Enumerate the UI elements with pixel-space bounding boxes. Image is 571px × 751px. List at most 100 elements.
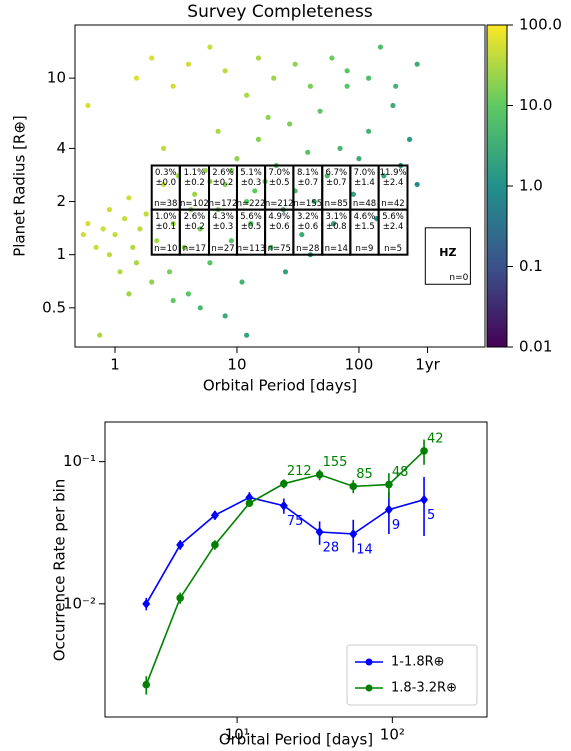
plot-frame bbox=[74, 24, 486, 348]
cell-rate: 1.1% bbox=[184, 168, 206, 178]
data-point bbox=[85, 221, 91, 227]
data-point bbox=[315, 470, 324, 479]
data-point bbox=[381, 173, 387, 179]
data-point bbox=[244, 198, 250, 205]
data-point bbox=[252, 188, 258, 194]
y-tick-label: 4 bbox=[56, 139, 66, 157]
data-point bbox=[228, 167, 234, 174]
x-tick-label: 10² bbox=[380, 726, 405, 744]
cell-count: n=5 bbox=[384, 244, 402, 254]
y-tick-label: 10⁻¹ bbox=[63, 452, 96, 470]
data-point bbox=[93, 244, 99, 250]
x-axis-label: Orbital Period [days] bbox=[203, 377, 357, 395]
cell-error: ±0.7 bbox=[297, 178, 318, 188]
data-point bbox=[192, 191, 198, 197]
data-point bbox=[344, 68, 350, 74]
cell-count: n=212 bbox=[265, 199, 294, 209]
cell-count: n=17 bbox=[183, 244, 206, 254]
data-point bbox=[349, 528, 358, 539]
cell-error: ±0.5 bbox=[269, 178, 290, 188]
cell-error: ±2.4 bbox=[383, 178, 404, 188]
data-point bbox=[337, 145, 343, 151]
plot-frame bbox=[104, 421, 488, 718]
cell-count: n=222 bbox=[237, 199, 266, 209]
cell-rate: 7.0% bbox=[354, 168, 376, 178]
count-label: 28 bbox=[323, 541, 340, 556]
cell-error: ±0.2 bbox=[184, 222, 205, 232]
data-point bbox=[390, 102, 396, 109]
colorbar bbox=[486, 24, 508, 348]
data-point bbox=[133, 260, 140, 266]
legend-marker bbox=[365, 658, 373, 666]
cell-error: ±0.3 bbox=[213, 222, 234, 232]
data-point bbox=[130, 244, 136, 250]
data-point bbox=[299, 231, 305, 238]
data-point bbox=[222, 181, 228, 188]
data-point bbox=[406, 136, 413, 142]
data-point bbox=[344, 83, 350, 89]
y-tick-label: 10 bbox=[47, 69, 66, 87]
data-point bbox=[384, 504, 393, 515]
cell-count: n=75 bbox=[268, 244, 291, 254]
data-point bbox=[268, 244, 274, 250]
data-point bbox=[245, 492, 254, 503]
cell-rate: 4.6% bbox=[354, 212, 376, 222]
y-axis-label: Planet Radius [R⊕] bbox=[11, 115, 29, 257]
x-tick-label: 10 bbox=[227, 356, 246, 374]
colorbar-tick-label: 1.0 bbox=[519, 177, 543, 195]
legend-label: 1-1.8R⊕ bbox=[391, 655, 445, 670]
cell-count: n=85 bbox=[325, 199, 348, 209]
data-point bbox=[133, 75, 140, 81]
cell-count: n=102 bbox=[180, 199, 209, 209]
data-point bbox=[315, 527, 324, 538]
data-point bbox=[202, 167, 208, 174]
data-point bbox=[366, 128, 372, 134]
cell-count: n=9 bbox=[356, 244, 374, 254]
count-label: 85 bbox=[356, 467, 373, 482]
cell-error: ±0.2 bbox=[213, 178, 234, 188]
cell-rate: 1.0% bbox=[155, 212, 177, 222]
data-point bbox=[248, 221, 254, 227]
cell-rate: 4.3% bbox=[212, 212, 234, 222]
data-point bbox=[292, 61, 298, 67]
count-label: 9 bbox=[392, 518, 400, 533]
legend-marker bbox=[365, 684, 373, 692]
data-point bbox=[244, 92, 250, 98]
cell-rate: 8.1% bbox=[297, 168, 319, 178]
x-axis-label: Orbital Period [days] bbox=[219, 731, 373, 749]
colorbar-tick-label: 100.0 bbox=[519, 16, 562, 34]
data-point bbox=[305, 149, 311, 155]
cell-count: n=42 bbox=[381, 199, 404, 209]
cell-error: ±0.1 bbox=[155, 222, 176, 232]
count-label: 48 bbox=[392, 465, 409, 480]
cell-rate: 11.9% bbox=[380, 168, 407, 178]
data-point bbox=[185, 291, 192, 297]
data-point bbox=[414, 61, 420, 67]
data-point bbox=[181, 244, 187, 250]
y-axis-label: Occurrence Rate per bin bbox=[51, 479, 69, 662]
data-point bbox=[117, 269, 123, 275]
data-point bbox=[207, 260, 213, 266]
x-tick-label: 1yr bbox=[415, 356, 440, 374]
cell-count: n=38 bbox=[154, 199, 177, 209]
data-point bbox=[279, 500, 288, 511]
data-point bbox=[122, 216, 128, 222]
data-point bbox=[126, 195, 132, 201]
cell-error: ±0.6 bbox=[297, 222, 318, 232]
count-label: 155 bbox=[323, 455, 348, 470]
data-point bbox=[160, 145, 167, 151]
cell-error: ±0.3 bbox=[241, 178, 262, 188]
data-point bbox=[197, 305, 203, 311]
cell-error: ±0.6 bbox=[269, 222, 290, 232]
data-point bbox=[142, 680, 151, 689]
data-point bbox=[197, 226, 203, 232]
chart-title: Survey Completeness bbox=[187, 2, 373, 22]
data-point bbox=[215, 128, 221, 134]
data-point bbox=[286, 121, 293, 127]
cell-error: ±0.5 bbox=[241, 222, 262, 232]
colorbar-tick-label: 0.1 bbox=[519, 257, 543, 275]
data-point bbox=[166, 269, 173, 275]
data-point bbox=[282, 269, 289, 275]
y-tick-label: 0.5 bbox=[42, 298, 66, 316]
cell-error: ±0.7 bbox=[326, 178, 347, 188]
